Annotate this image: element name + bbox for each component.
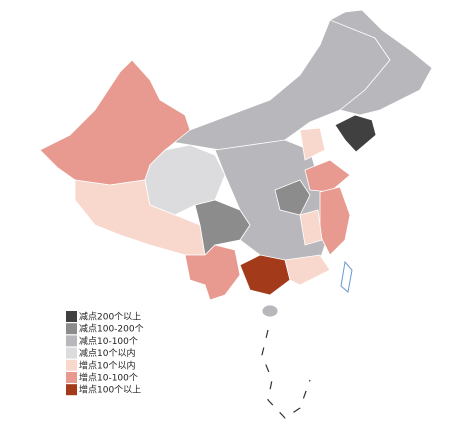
legend-swatch bbox=[66, 384, 77, 396]
legend-label: 增点10个以内 bbox=[79, 359, 135, 371]
legend-swatch bbox=[66, 335, 77, 347]
legend-swatch bbox=[66, 347, 77, 359]
legend-label: 减点10-100个 bbox=[79, 335, 138, 347]
region bbox=[184, 244, 241, 301]
region bbox=[274, 179, 311, 216]
legend-swatch bbox=[66, 359, 77, 371]
region bbox=[239, 254, 291, 296]
legend-swatch bbox=[66, 311, 77, 322]
region bbox=[319, 186, 351, 256]
sea-boundary bbox=[261, 329, 311, 419]
map-regions bbox=[39, 9, 433, 318]
region bbox=[194, 199, 251, 256]
legend-label: 减点100-200个 bbox=[79, 323, 144, 335]
region bbox=[334, 114, 377, 153]
legend-swatch bbox=[66, 372, 77, 383]
legend-label: 减点200个以上 bbox=[79, 311, 141, 323]
region bbox=[261, 304, 279, 318]
region bbox=[299, 209, 323, 246]
legend-swatch bbox=[66, 323, 77, 335]
region bbox=[304, 159, 351, 193]
region bbox=[284, 254, 331, 286]
island-outline bbox=[340, 260, 353, 293]
region bbox=[299, 127, 326, 161]
legend-label: 减点10个以内 bbox=[79, 347, 135, 359]
legend: 减点200个以上减点100-200个减点10-100个减点10个以内增点10个以… bbox=[66, 311, 144, 396]
region bbox=[329, 9, 433, 116]
legend-label: 增点100个以上 bbox=[79, 384, 141, 396]
legend-label: 增点10-100个 bbox=[79, 372, 138, 384]
